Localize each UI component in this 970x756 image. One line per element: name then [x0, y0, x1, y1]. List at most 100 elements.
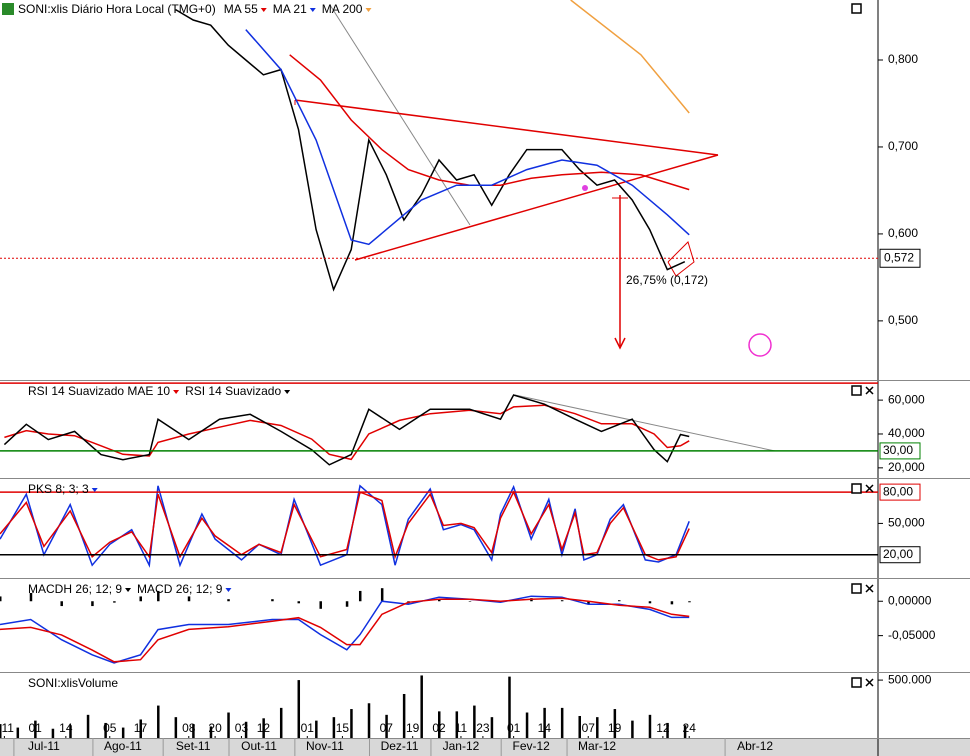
bar	[187, 596, 191, 602]
month-label: Nov-11	[306, 739, 344, 753]
y-tick-label: -0,05000	[888, 628, 936, 642]
bar	[121, 727, 125, 738]
x-tick-label: 05	[103, 721, 117, 735]
bar	[525, 712, 529, 738]
dropdown-arrow	[125, 588, 132, 592]
series-line	[3, 394, 690, 466]
bar	[420, 675, 423, 738]
dropdown-arrow	[225, 588, 232, 592]
y-tick-label: 500.000	[888, 672, 932, 686]
bar	[332, 717, 336, 738]
close-button	[865, 386, 874, 395]
series-line	[175, 8, 686, 292]
bar	[438, 711, 441, 738]
level-label: 80,00	[883, 484, 913, 498]
month-label: Abr-12	[737, 739, 773, 753]
x-tick-label: 01	[301, 721, 315, 735]
bar	[508, 676, 511, 738]
x-tick-label: 20	[208, 721, 222, 735]
series-line	[570, 0, 690, 114]
bar	[473, 705, 476, 738]
bar	[613, 709, 617, 738]
y-tick-label: 0,600	[888, 226, 918, 240]
plot-area	[0, 484, 690, 568]
bar	[319, 601, 322, 609]
bar	[683, 725, 687, 738]
bar	[29, 592, 33, 602]
bar	[438, 599, 441, 602]
bar	[279, 707, 283, 738]
date-strip	[0, 738, 970, 756]
drawings	[294, 4, 776, 452]
series-line	[0, 597, 690, 663]
legend-entry: MACDH 26; 12; 9	[28, 582, 122, 596]
bar	[596, 717, 599, 738]
bar	[157, 590, 160, 602]
panel-title: SONI:xlis Diário Hora Local (TMG+0)	[18, 2, 216, 16]
bar	[113, 601, 116, 603]
bar	[86, 714, 90, 738]
x-tick-label: 19	[406, 721, 420, 735]
bar	[380, 588, 384, 602]
plot-area	[175, 0, 690, 292]
dropdown-arrow	[365, 8, 372, 12]
x-tick-label: 15	[336, 721, 350, 735]
maximize-button	[851, 3, 862, 14]
bar	[139, 719, 142, 738]
x-tick-label: 07	[582, 721, 596, 735]
bar	[227, 599, 230, 602]
bar	[468, 601, 472, 602]
bar	[385, 714, 388, 738]
panel-title: SONI:xlisVolume	[28, 676, 118, 690]
bar	[648, 601, 652, 604]
bar	[16, 727, 20, 738]
bar	[91, 601, 94, 607]
x-tick-label: 12	[257, 721, 271, 735]
triangle-upper	[294, 99, 719, 156]
level-label: 30,00	[883, 443, 913, 457]
legend-entry: PKS 8; 3; 3	[28, 482, 89, 496]
month-label: Out-11	[241, 739, 277, 753]
x-tick-label: 17	[134, 721, 148, 735]
bar	[315, 720, 318, 738]
x-tick-label: 07	[380, 721, 394, 735]
marker-dot	[582, 185, 588, 191]
bar	[367, 703, 371, 738]
bar	[60, 601, 63, 607]
bar	[0, 724, 2, 738]
bar	[587, 601, 590, 605]
plot-area	[3, 394, 690, 466]
marker-circle	[748, 333, 772, 357]
month-label: Jan-12	[443, 739, 480, 753]
y-tick-label: 0,700	[888, 139, 918, 153]
dropdown-arrow	[91, 488, 98, 492]
bar	[0, 596, 2, 602]
bar	[631, 720, 634, 738]
bar	[69, 725, 72, 738]
x-tick-label: 03	[235, 721, 249, 735]
bar	[345, 601, 349, 607]
x-tick-label: 14	[59, 721, 73, 735]
bar	[666, 722, 669, 738]
y-tick-label: 0,800	[888, 52, 918, 66]
bar	[227, 712, 230, 738]
bar	[34, 720, 37, 738]
arrow-head	[614, 337, 626, 350]
bar	[648, 714, 652, 738]
legend-entry: MA 55	[224, 2, 258, 16]
month-label: Set-11	[176, 739, 211, 753]
bar	[174, 717, 178, 738]
month-label: Fev-12	[513, 739, 551, 753]
bar	[244, 721, 248, 738]
dropdown-arrow	[260, 8, 267, 12]
bar	[104, 722, 107, 738]
x-tick-label: 12	[656, 721, 670, 735]
close-button	[865, 678, 874, 687]
bar	[262, 718, 265, 738]
close-button	[865, 584, 874, 593]
annotation: 26,75% (0,172)	[626, 273, 708, 287]
x-tick-label: 08	[182, 721, 196, 735]
bar	[350, 709, 353, 738]
bar	[209, 726, 213, 738]
